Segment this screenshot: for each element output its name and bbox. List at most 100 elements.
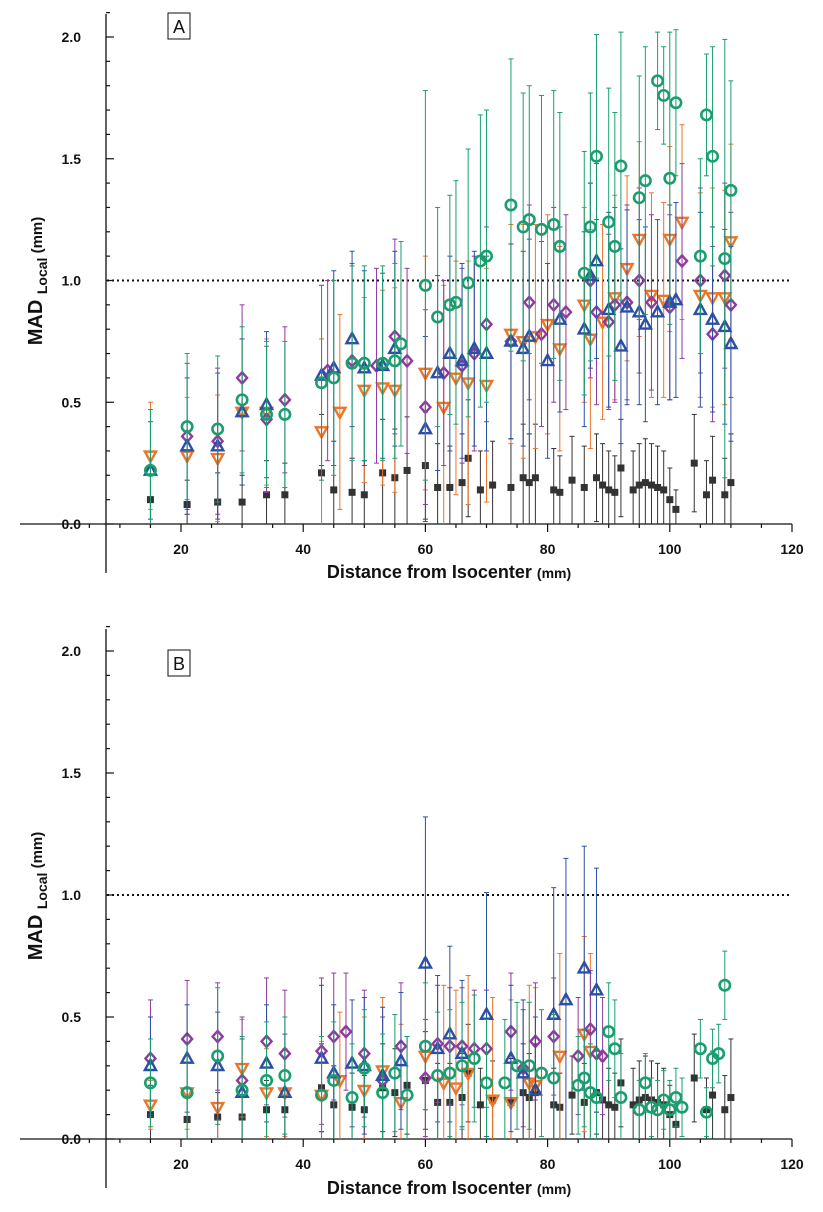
data-point-circle	[461, 276, 475, 290]
data-point-square	[525, 479, 533, 487]
data-point-triangle-up	[417, 954, 434, 969]
data-point-square	[660, 486, 668, 494]
data-point-square	[611, 1103, 619, 1111]
data-point-circle	[235, 1083, 249, 1097]
data-point-square	[592, 474, 600, 482]
y-tick-label: 0.5	[62, 1009, 82, 1025]
data-point-circle	[345, 356, 359, 370]
data-point-circle	[211, 1049, 225, 1063]
x-axis-title-unit: (mm)	[537, 1181, 571, 1197]
y-axis-title-sub: Local	[34, 873, 50, 910]
data-point-circle	[608, 1042, 622, 1056]
x-tick-label: 20	[173, 541, 189, 557]
y-tick-label: 1.0	[62, 273, 82, 289]
data-point-square	[476, 1101, 484, 1109]
data-point-diamond	[559, 304, 573, 320]
panel-label: B	[167, 649, 191, 677]
data-point-circle	[345, 1091, 359, 1105]
data-point-square	[238, 498, 246, 506]
data-point-triangle-up	[393, 1052, 409, 1067]
data-point-square	[647, 481, 655, 489]
data-point-circle	[534, 1066, 548, 1080]
x-tick-label: 120	[780, 1156, 804, 1172]
data-point-circle	[376, 1086, 390, 1100]
x-axis-title: Distance from Isocenter (mm)	[327, 1178, 571, 1198]
data-point-circle	[589, 1091, 603, 1105]
data-point-square	[690, 1074, 698, 1082]
y-axis-title-unit: (mm)	[29, 217, 46, 258]
data-point-triangle-up	[503, 1049, 519, 1064]
y-tick-label: 2.0	[62, 643, 82, 659]
panel-b: 0.0 0.5 1.0 1.5 2.0 20 40 60 80 100 120 B Distance f…	[20, 625, 804, 1198]
data-point-triangle-up	[704, 310, 721, 325]
data-point-square	[641, 479, 649, 487]
data-point-circle	[663, 1103, 677, 1117]
data-point-triangle-down	[448, 1082, 464, 1097]
data-point-triangle-up	[539, 352, 556, 367]
x-axis-title-text: Distance from Isocenter	[327, 562, 537, 582]
data-point-circle	[400, 1088, 414, 1102]
data-point-circle	[418, 1039, 432, 1053]
data-point-square	[617, 464, 625, 472]
data-point-circle	[712, 1047, 726, 1061]
data-point-circle	[431, 310, 445, 324]
data-point-circle	[632, 191, 646, 205]
axes: 0.0 0.5 1.0 1.5 2.0 20 40 60 80 100 120	[20, 625, 804, 1188]
data-point-circle	[510, 1059, 524, 1073]
plot-area	[142, 816, 735, 1139]
y-axis-title-main: MAD	[25, 294, 47, 345]
data-point-circle	[388, 1066, 402, 1080]
data-point-circle	[467, 1051, 481, 1065]
data-point-square	[531, 474, 539, 482]
data-point-circle	[718, 978, 732, 992]
data-point-triangle-up	[558, 991, 574, 1006]
data-point-triangle-up	[613, 337, 629, 352]
data-point-circle	[651, 74, 665, 88]
data-point-square	[507, 483, 515, 491]
data-point-square	[721, 1106, 729, 1114]
data-point-diamond	[583, 1021, 597, 1037]
series-circle	[143, 29, 738, 524]
data-point-circle	[651, 1103, 665, 1117]
x-tick-label: 60	[418, 541, 434, 557]
data-point-circle	[211, 422, 225, 436]
data-point-circle	[718, 252, 732, 266]
data-point-triangle-up	[466, 340, 482, 355]
data-point-square	[635, 481, 643, 489]
data-point-square	[599, 481, 607, 489]
y-axis-title-sub: Local	[34, 258, 50, 295]
data-point-circle	[180, 1086, 194, 1100]
data-point-circle	[357, 1061, 371, 1075]
data-point-square	[446, 483, 454, 491]
data-point-square	[489, 481, 497, 489]
data-point-triangle-up	[619, 298, 635, 313]
data-point-diamond	[595, 1048, 610, 1064]
data-point-circle	[278, 407, 292, 421]
data-point-circle	[547, 217, 561, 231]
x-axis-title-unit: (mm)	[537, 565, 571, 581]
data-point-circle	[443, 1066, 457, 1080]
x-tick-label: 100	[658, 541, 682, 557]
data-point-circle	[315, 1088, 329, 1102]
data-point-circle	[327, 371, 341, 385]
data-point-circle	[449, 295, 463, 309]
data-point-square	[654, 483, 662, 491]
series-triangle-up	[142, 163, 739, 523]
data-point-square	[727, 479, 735, 487]
panel-label-box	[167, 12, 191, 40]
data-point-square	[360, 491, 368, 499]
data-point-triangle-up	[576, 959, 592, 974]
panel-label-text: A	[173, 17, 185, 37]
data-point-circle	[388, 354, 402, 368]
data-point-circle	[260, 1073, 274, 1087]
data-point-square	[605, 486, 613, 494]
y-axis-title: MAD Local (mm)	[25, 217, 50, 346]
y-axis-title: MAD Local (mm)	[25, 832, 50, 961]
data-point-circle	[669, 1091, 683, 1105]
panel-label-text: B	[173, 654, 185, 674]
data-point-circle	[357, 356, 371, 370]
data-point-circle	[315, 376, 329, 390]
data-point-triangle-down	[436, 1077, 452, 1092]
data-point-circle	[583, 220, 597, 234]
data-point-circle	[479, 249, 493, 263]
